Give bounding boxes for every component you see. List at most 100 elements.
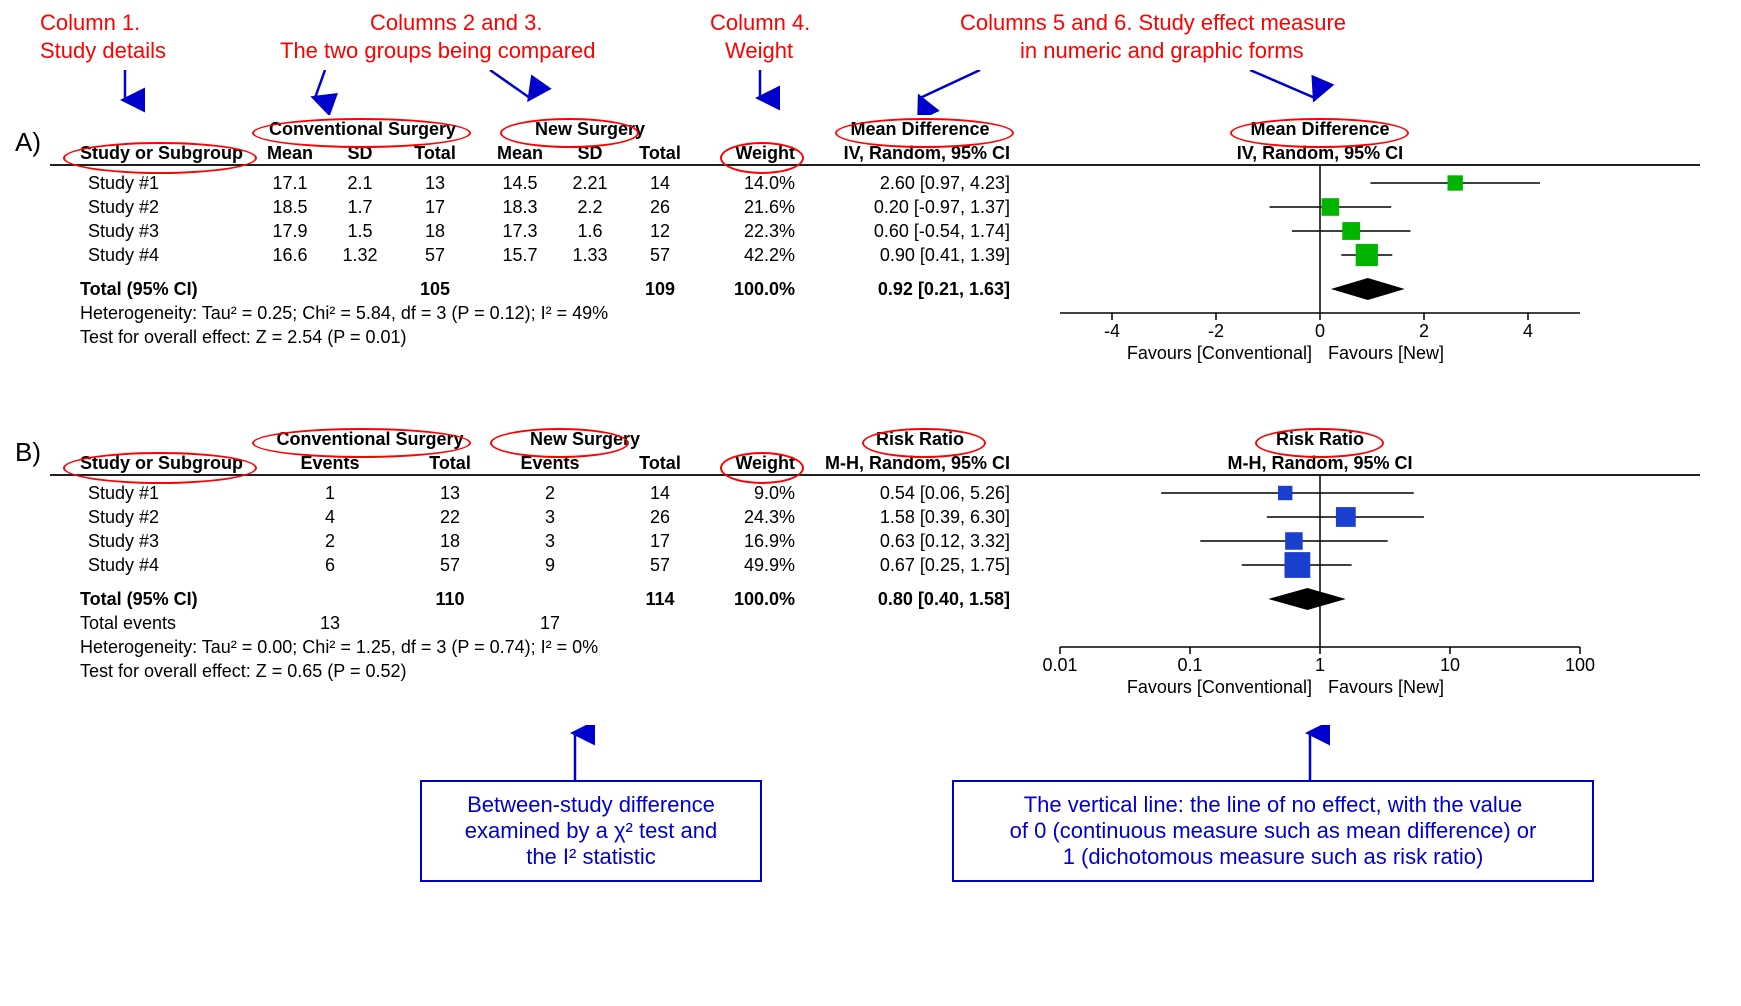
svg-text:0.01: 0.01 [1042, 655, 1077, 675]
svg-text:9.0%: 9.0% [754, 483, 795, 503]
svg-text:Risk Ratio: Risk Ratio [876, 429, 964, 449]
svg-text:18: 18 [425, 221, 445, 241]
svg-text:Heterogeneity: Tau² = 0.25; Ch: Heterogeneity: Tau² = 0.25; Chi² = 5.84,… [80, 303, 608, 323]
svg-text:New Surgery: New Surgery [535, 119, 645, 139]
svg-text:1.33: 1.33 [572, 245, 607, 265]
svg-text:17: 17 [650, 531, 670, 551]
svg-text:Study #2: Study #2 [88, 507, 159, 527]
svg-text:0.92 [0.21, 1.63]: 0.92 [0.21, 1.63] [878, 279, 1010, 299]
svg-text:42.2%: 42.2% [744, 245, 795, 265]
svg-text:1: 1 [1315, 655, 1325, 675]
svg-text:Mean Difference: Mean Difference [850, 119, 989, 139]
svg-text:0.80 [0.40, 1.58]: 0.80 [0.40, 1.58] [878, 589, 1010, 609]
svg-text:Total (95% CI): Total (95% CI) [80, 279, 198, 299]
svg-text:Study or Subgroup: Study or Subgroup [80, 453, 243, 473]
svg-text:Study #4: Study #4 [88, 555, 159, 575]
svg-text:14.0%: 14.0% [744, 173, 795, 193]
svg-text:0.54 [0.06, 5.26]: 0.54 [0.06, 5.26] [880, 483, 1010, 503]
panel-b-label: B) [15, 437, 41, 468]
svg-text:57: 57 [650, 245, 670, 265]
svg-text:Study #3: Study #3 [88, 221, 159, 241]
svg-text:Favours [New]: Favours [New] [1328, 343, 1444, 363]
svg-text:17.9: 17.9 [272, 221, 307, 241]
svg-text:26: 26 [650, 507, 670, 527]
svg-text:Favours [New]: Favours [New] [1328, 677, 1444, 697]
svg-text:12: 12 [650, 221, 670, 241]
svg-text:-4: -4 [1104, 321, 1120, 341]
callout-heterogeneity: Between-study difference examined by a χ… [420, 780, 762, 882]
callout-left-l2: examined by a χ² test and [436, 818, 746, 844]
callout-left-l1: Between-study difference [436, 792, 746, 818]
svg-text:Study #1: Study #1 [88, 483, 159, 503]
svg-text:17.3: 17.3 [502, 221, 537, 241]
svg-text:New Surgery: New Surgery [530, 429, 640, 449]
col56-label-b: in numeric and graphic forms [1020, 38, 1304, 64]
svg-text:10: 10 [1440, 655, 1460, 675]
svg-text:26: 26 [650, 197, 670, 217]
svg-text:Study or Subgroup: Study or Subgroup [80, 143, 243, 163]
svg-text:IV, Random, 95% CI: IV, Random, 95% CI [844, 143, 1010, 163]
svg-text:Study #1: Study #1 [88, 173, 159, 193]
col23-label-a: Columns 2 and 3. [370, 10, 542, 36]
callout-right-l1: The vertical line: the line of no effect… [968, 792, 1578, 818]
svg-text:1.7: 1.7 [347, 197, 372, 217]
svg-text:1.58 [0.39, 6.30]: 1.58 [0.39, 6.30] [880, 507, 1010, 527]
callout-right-l2: of 0 (continuous measure such as mean di… [968, 818, 1578, 844]
col23-label-b: The two groups being compared [280, 38, 596, 64]
svg-text:110: 110 [435, 589, 464, 609]
svg-text:18.5: 18.5 [272, 197, 307, 217]
svg-text:1: 1 [325, 483, 335, 503]
forest-plot-b: Conventional Surgery New Surgery Risk Rati… [20, 425, 1720, 745]
forest-plot-a: Conventional Surgery New Surgery Mean Diff… [20, 115, 1720, 395]
svg-text:Study #2: Study #2 [88, 197, 159, 217]
svg-text:Study #4: Study #4 [88, 245, 159, 265]
svg-text:57: 57 [425, 245, 445, 265]
svg-text:Test for overall effect: Z = 2: Test for overall effect: Z = 2.54 (P = 0… [80, 327, 407, 347]
svg-text:13: 13 [440, 483, 460, 503]
callout-right-l3: 1 (dichotomous measure such as risk rati… [968, 844, 1578, 870]
top-annotation-row: Column 1. Study details Columns 2 and 3.… [20, 10, 1721, 70]
col1-label-a: Column 1. [40, 10, 140, 36]
svg-text:3: 3 [545, 507, 555, 527]
svg-text:M-H, Random, 95% CI: M-H, Random, 95% CI [825, 453, 1010, 473]
svg-text:100: 100 [1565, 655, 1595, 675]
svg-text:16.6: 16.6 [272, 245, 307, 265]
svg-text:0.20 [-0.97, 1.37]: 0.20 [-0.97, 1.37] [874, 197, 1010, 217]
svg-text:4: 4 [1523, 321, 1533, 341]
svg-text:9: 9 [545, 555, 555, 575]
svg-text:Conventional Surgery: Conventional Surgery [276, 429, 463, 449]
svg-text:Events: Events [520, 453, 579, 473]
svg-text:Favours [Conventional]: Favours [Conventional] [1127, 677, 1312, 697]
callouts-row: Between-study difference examined by a χ… [20, 780, 1721, 882]
svg-text:IV, Random, 95% CI: IV, Random, 95% CI [1237, 143, 1403, 163]
svg-text:18.3: 18.3 [502, 197, 537, 217]
col4-label-b: Weight [725, 38, 793, 64]
svg-text:17: 17 [540, 613, 560, 633]
svg-text:Events: Events [300, 453, 359, 473]
svg-text:2.21: 2.21 [572, 173, 607, 193]
svg-text:22: 22 [440, 507, 460, 527]
svg-text:17: 17 [425, 197, 445, 217]
svg-text:13: 13 [320, 613, 340, 633]
svg-text:3: 3 [545, 531, 555, 551]
svg-text:1.6: 1.6 [577, 221, 602, 241]
svg-text:2.1: 2.1 [347, 173, 372, 193]
svg-text:Conventional Surgery: Conventional Surgery [269, 119, 456, 139]
callout-vertical-line: The vertical line: the line of no effect… [952, 780, 1594, 882]
svg-text:0.1: 0.1 [1177, 655, 1202, 675]
svg-text:Test for overall effect: Z = 0: Test for overall effect: Z = 0.65 (P = 0… [80, 661, 407, 681]
svg-text:2: 2 [545, 483, 555, 503]
svg-text:0.60 [-0.54, 1.74]: 0.60 [-0.54, 1.74] [874, 221, 1010, 241]
svg-text:Total: Total [429, 453, 471, 473]
svg-text:2.2: 2.2 [577, 197, 602, 217]
svg-text:Total: Total [639, 143, 681, 163]
svg-text:14: 14 [650, 483, 670, 503]
svg-text:4: 4 [325, 507, 335, 527]
col1-label-b: Study details [40, 38, 166, 64]
col4-label-a: Column 4. [710, 10, 810, 36]
top-arrows [20, 70, 1720, 115]
svg-text:Weight: Weight [735, 143, 795, 163]
svg-text:100.0%: 100.0% [734, 279, 795, 299]
svg-text:24.3%: 24.3% [744, 507, 795, 527]
svg-text:Weight: Weight [735, 453, 795, 473]
